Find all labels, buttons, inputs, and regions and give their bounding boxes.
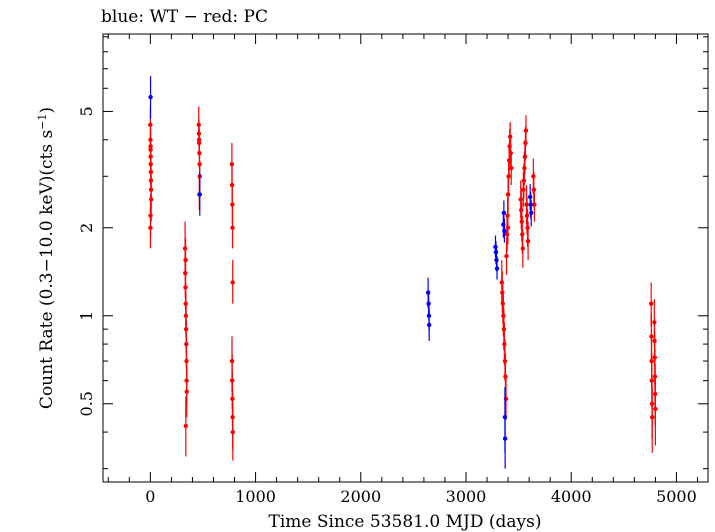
data-point xyxy=(183,257,188,263)
data-point xyxy=(184,389,189,394)
y-tick-label: 0.5 xyxy=(77,391,96,416)
x-axis-label: Time Since 53581.0 MJD (days) xyxy=(269,512,542,532)
data-point xyxy=(148,197,154,202)
data-point xyxy=(494,266,500,271)
data-point xyxy=(520,246,526,251)
plot-frame xyxy=(102,33,709,483)
y-axis-label: Count Rate (0.3−10.0 keV)(cts s−1) xyxy=(36,107,57,409)
data-point xyxy=(197,192,202,197)
data-point xyxy=(426,322,432,328)
data-point xyxy=(196,137,202,142)
data-point xyxy=(523,128,529,133)
chart-title: blue: WT − red: PC xyxy=(101,7,268,27)
y-tick-label: 2 xyxy=(77,223,96,233)
y-tick-label: 5 xyxy=(77,106,96,116)
y-axis-label-superscript: −1 xyxy=(36,114,49,130)
data-point xyxy=(501,210,507,216)
x-axis-ticks: 0 1000 2000 3000 4000 5000 xyxy=(107,34,698,506)
data-point xyxy=(148,144,153,149)
y-axis-ticks: 0.5 1 2 5 xyxy=(77,36,708,470)
y-tick-label: 1 xyxy=(77,311,96,321)
x-tick-label: 1000 xyxy=(235,487,276,506)
x-tick-label: 3000 xyxy=(446,487,487,506)
data-point xyxy=(529,210,534,216)
x-tick-label: 0 xyxy=(145,487,155,506)
data-point xyxy=(502,228,507,234)
data-point xyxy=(148,225,153,230)
data-point xyxy=(230,280,235,285)
data-point xyxy=(230,225,235,230)
data-point xyxy=(230,202,235,207)
data-point xyxy=(230,429,236,435)
data-series xyxy=(148,76,658,469)
data-point xyxy=(509,165,514,171)
data-point xyxy=(148,94,153,100)
y-axis-label-main: Count Rate (0.3−10.0 keV)(cts s xyxy=(37,130,57,409)
y-axis-label-end: ) xyxy=(37,107,57,114)
data-point xyxy=(502,436,508,441)
data-point xyxy=(525,238,531,244)
pc-series xyxy=(148,106,658,461)
data-point xyxy=(653,406,658,412)
data-point xyxy=(532,202,537,207)
data-point xyxy=(650,414,655,420)
x-tick-label: 5000 xyxy=(656,487,697,506)
wt-series xyxy=(148,76,534,469)
data-point xyxy=(649,334,654,339)
x-tick-label: 2000 xyxy=(340,487,381,506)
data-point xyxy=(183,423,189,429)
data-point xyxy=(504,253,509,259)
data-point xyxy=(505,225,511,230)
x-tick-label: 4000 xyxy=(551,487,592,506)
data-point xyxy=(648,301,654,306)
